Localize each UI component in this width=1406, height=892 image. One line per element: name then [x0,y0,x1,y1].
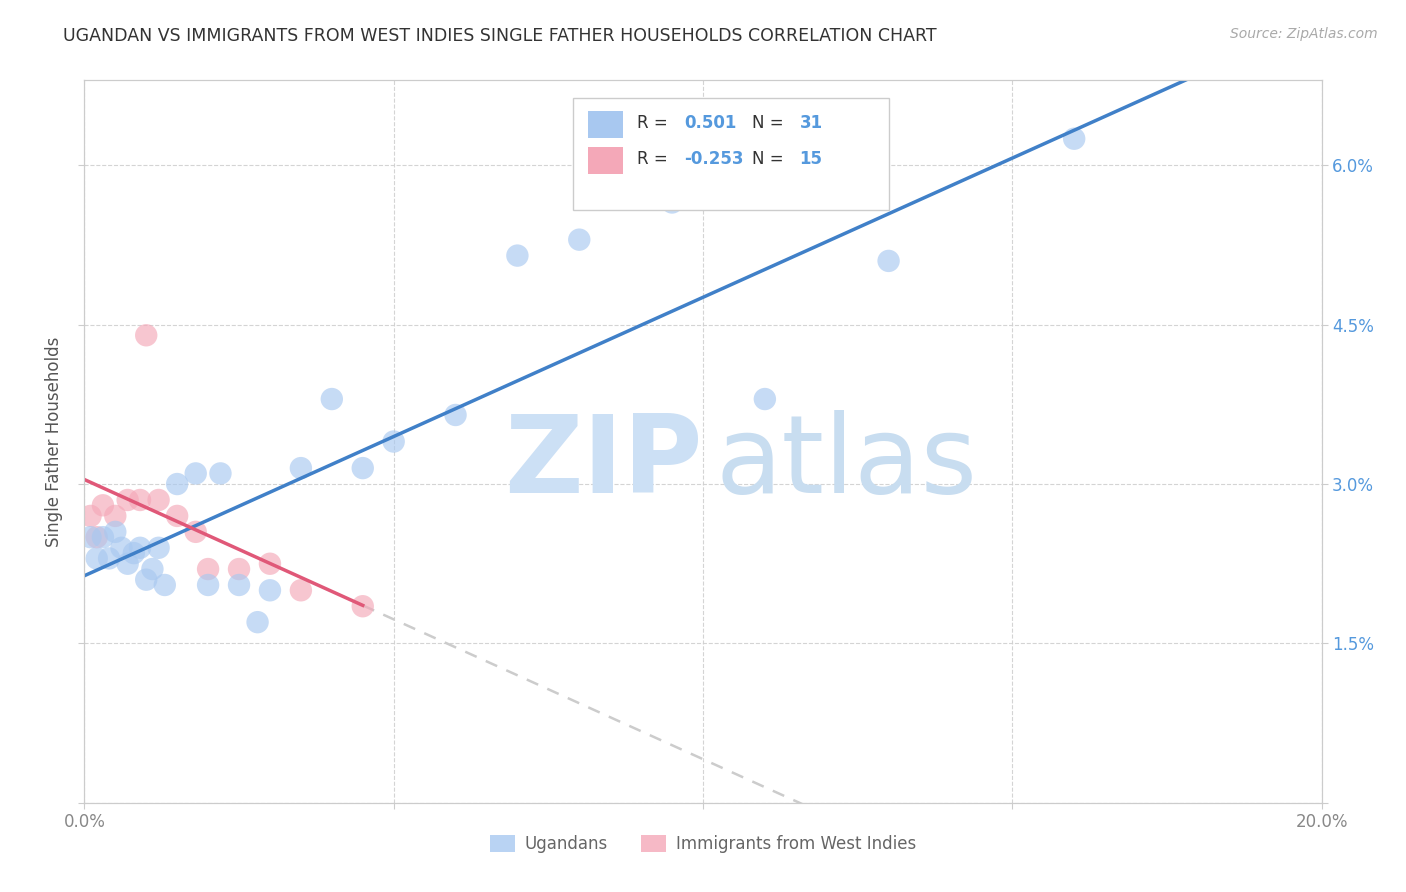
Ugandans [877,254,900,268]
Immigrants from West Indies [197,562,219,576]
Ugandans [122,546,145,560]
Legend: Ugandans, Immigrants from West Indies: Ugandans, Immigrants from West Indies [482,828,924,860]
Ugandans [568,233,591,247]
Immigrants from West Indies [166,508,188,523]
Text: N =: N = [752,114,789,132]
Ugandans [228,578,250,592]
Ugandans [259,583,281,598]
Ugandans [110,541,132,555]
Y-axis label: Single Father Households: Single Father Households [45,336,63,547]
Ugandans [135,573,157,587]
Ugandans [129,541,152,555]
Ugandans [117,557,139,571]
Ugandans [506,249,529,263]
Immigrants from West Indies [228,562,250,576]
Text: UGANDAN VS IMMIGRANTS FROM WEST INDIES SINGLE FATHER HOUSEHOLDS CORRELATION CHAR: UGANDAN VS IMMIGRANTS FROM WEST INDIES S… [63,27,936,45]
Ugandans [91,530,114,544]
Ugandans [166,477,188,491]
Text: 31: 31 [800,114,823,132]
Text: R =: R = [637,150,673,168]
Text: R =: R = [637,114,673,132]
Text: 15: 15 [800,150,823,168]
Ugandans [321,392,343,406]
Immigrants from West Indies [104,508,127,523]
Ugandans [209,467,232,481]
Immigrants from West Indies [259,557,281,571]
Ugandans [246,615,269,630]
Immigrants from West Indies [148,493,170,508]
Ugandans [1063,132,1085,146]
Ugandans [754,392,776,406]
Immigrants from West Indies [117,493,139,508]
Immigrants from West Indies [86,530,108,544]
Immigrants from West Indies [91,498,114,512]
Ugandans [444,408,467,422]
Ugandans [661,195,683,210]
Ugandans [79,530,101,544]
Text: Source: ZipAtlas.com: Source: ZipAtlas.com [1230,27,1378,41]
Ugandans [290,461,312,475]
Ugandans [352,461,374,475]
Ugandans [382,434,405,449]
Ugandans [98,551,121,566]
Ugandans [141,562,163,576]
Bar [588,111,623,138]
Immigrants from West Indies [129,493,152,508]
Ugandans [153,578,176,592]
Text: -0.253: -0.253 [685,150,744,168]
Bar [588,147,623,174]
Immigrants from West Indies [290,583,312,598]
Immigrants from West Indies [184,524,207,539]
Text: 0.501: 0.501 [685,114,737,132]
Text: N =: N = [752,150,789,168]
Ugandans [197,578,219,592]
Ugandans [104,524,127,539]
Immigrants from West Indies [135,328,157,343]
Ugandans [148,541,170,555]
Immigrants from West Indies [79,508,101,523]
Immigrants from West Indies [352,599,374,614]
Text: ZIP: ZIP [505,410,703,516]
Ugandans [86,551,108,566]
Ugandans [184,467,207,481]
Text: atlas: atlas [716,410,977,516]
